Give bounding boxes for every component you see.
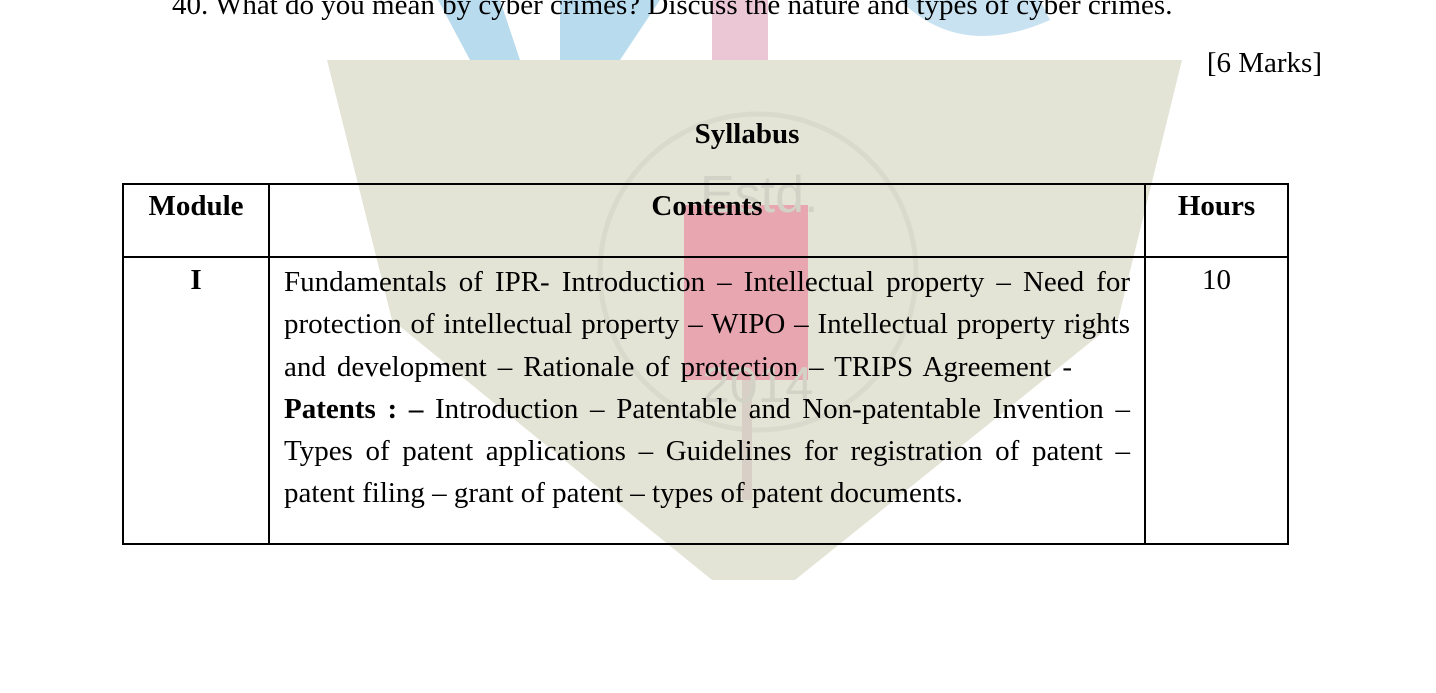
module-number: I	[122, 256, 270, 545]
header-contents: Contents	[268, 183, 1146, 258]
module-contents: Fundamentals of IPR- Introduction – Inte…	[268, 256, 1146, 545]
watermark-arc	[900, 0, 1050, 36]
module-hours: 10	[1144, 256, 1289, 545]
table-header-row: Module Contents Hours	[122, 183, 1289, 258]
header-module: Module	[122, 183, 270, 258]
watermark-pillar	[712, 0, 768, 60]
question-marks: [6 Marks]	[1206, 47, 1322, 79]
contents-text-part1: Fundamentals of IPR- Introduction – Inte…	[284, 266, 1130, 383]
syllabus-title: Syllabus	[694, 118, 800, 150]
watermark-letter-k-arm	[560, 0, 660, 60]
contents-text-bold: Patents : –	[284, 392, 424, 425]
question-text: 40. What do you mean by cyber crimes? Di…	[172, 0, 1173, 21]
header-hours: Hours	[1144, 183, 1289, 258]
syllabus-table: Module Contents Hours I Fundamentals of …	[122, 183, 1289, 545]
table-row: I Fundamentals of IPR- Introduction – In…	[122, 256, 1289, 545]
contents-text-part2: Introduction – Patentable and Non-patent…	[284, 392, 1130, 510]
watermark-letter-k	[438, 0, 520, 60]
